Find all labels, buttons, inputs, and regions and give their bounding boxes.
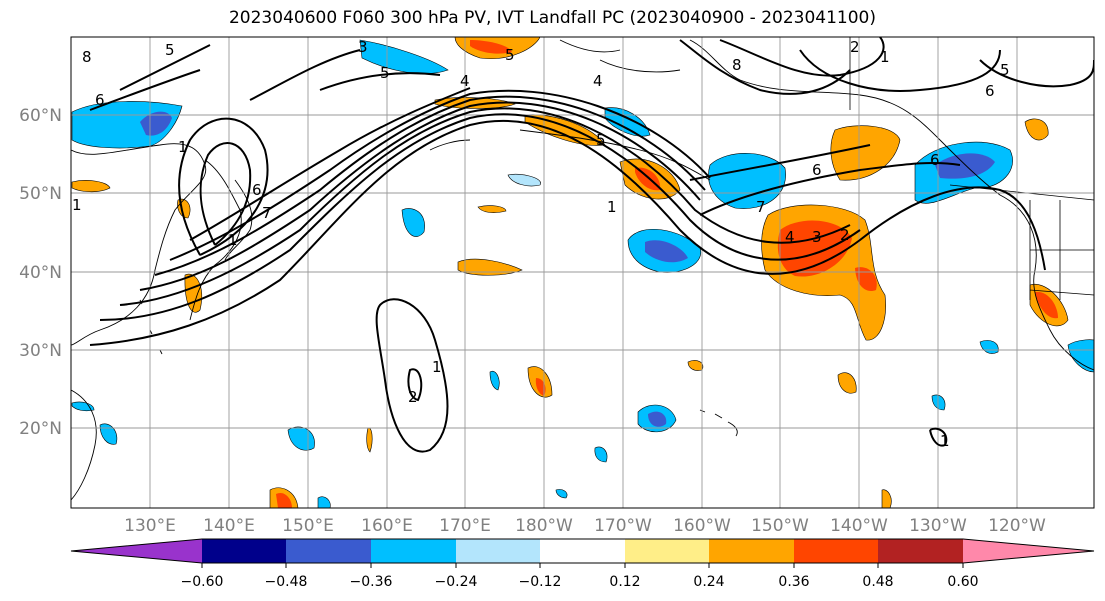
colorbar-segment bbox=[878, 539, 963, 563]
longitude-labels: 130°E 140°E 150°E 160°E 170°E 180°W 170°… bbox=[124, 516, 1046, 536]
contour-label: 8 bbox=[82, 48, 92, 66]
longitude-label: 120°W bbox=[988, 516, 1046, 536]
contour-label: 3 bbox=[358, 38, 368, 56]
contour-label: 6 bbox=[930, 151, 940, 169]
colorbar-tick-label: −0.24 bbox=[435, 574, 478, 590]
colorbar-segment bbox=[371, 539, 456, 563]
latitude-label: 30°N bbox=[19, 341, 62, 361]
contour-label: 5 bbox=[165, 41, 175, 59]
contour-label: 3 bbox=[812, 228, 822, 246]
gridlines bbox=[71, 37, 1094, 508]
contour-label: 5 bbox=[380, 64, 390, 82]
colorbar-segment bbox=[286, 539, 371, 563]
contour-label: 6 bbox=[95, 91, 105, 109]
colorbar-extend-high bbox=[963, 539, 1094, 563]
longitude-label: 160°E bbox=[361, 516, 413, 536]
colorbar-tick-label: 0.12 bbox=[609, 574, 640, 590]
contour-label: 1 bbox=[880, 48, 890, 66]
colorbar-segment bbox=[540, 539, 625, 563]
colorbar-tick-label: 0.48 bbox=[862, 574, 893, 590]
latitude-label: 50°N bbox=[19, 184, 62, 204]
contour-label: 5 bbox=[505, 46, 515, 64]
contour-label: 4 bbox=[593, 72, 603, 90]
contour-label: 6 bbox=[252, 181, 262, 199]
latitude-labels: 60°N 50°N 40°N 30°N 20°N bbox=[19, 106, 62, 439]
contour-label: 6 bbox=[985, 82, 995, 100]
colorbar-segment bbox=[625, 539, 709, 563]
contour-label: 1 bbox=[178, 138, 188, 156]
coastlines bbox=[71, 39, 1094, 501]
colorbar-tick-label: −0.60 bbox=[181, 574, 224, 590]
longitude-label: 130°E bbox=[124, 516, 176, 536]
colorbar-tick-label: 0.24 bbox=[693, 574, 724, 590]
contour-label: 1 bbox=[72, 196, 82, 214]
contour-labels: 8 5 3 5 4 6 1 5 7 6 1 1 4 5 1 6 7 8 2 1 … bbox=[72, 38, 1010, 450]
longitude-label: 130°W bbox=[909, 516, 967, 536]
longitude-label: 140°W bbox=[830, 516, 888, 536]
longitude-label: 170°W bbox=[594, 516, 652, 536]
contour-label: 6 bbox=[812, 161, 822, 179]
contour-label: 1 bbox=[228, 231, 238, 249]
colorbar-segments bbox=[70, 538, 1095, 564]
ivt-contours bbox=[89, 37, 1094, 453]
contour-label: 7 bbox=[262, 204, 272, 222]
contour-label: 5 bbox=[1000, 61, 1010, 79]
figure-title: 2023040600 F060 300 hPa PV, IVT Landfall… bbox=[228, 8, 876, 28]
latitude-label: 40°N bbox=[19, 263, 62, 283]
contour-label: 4 bbox=[785, 228, 795, 246]
colorbar-tick-label: 0.60 bbox=[947, 574, 978, 590]
contour-label: 1 bbox=[432, 358, 442, 376]
contour-label: 1 bbox=[607, 198, 617, 216]
colorbar-tick-label: −0.36 bbox=[350, 574, 393, 590]
contour-label: 7 bbox=[756, 198, 766, 216]
colorbar: −0.60 −0.48 −0.36 −0.24 −0.12 0.12 0.24 … bbox=[70, 538, 1095, 590]
longitude-label: 150°W bbox=[751, 516, 809, 536]
colorbar-extend-low bbox=[71, 539, 202, 563]
contour-label: 2 bbox=[408, 388, 418, 406]
latitude-label: 60°N bbox=[19, 106, 62, 126]
shading-layer bbox=[71, 37, 1094, 508]
colorbar-segment bbox=[709, 539, 794, 563]
colorbar-ticks bbox=[201, 563, 964, 568]
longitude-label: 170°E bbox=[439, 516, 491, 536]
contour-label: 5 bbox=[596, 131, 606, 149]
longitude-label: 160°W bbox=[673, 516, 731, 536]
longitude-label: 150°E bbox=[282, 516, 334, 536]
colorbar-tick-label: −0.48 bbox=[265, 574, 308, 590]
latitude-label: 20°N bbox=[19, 419, 62, 439]
map-frame bbox=[70, 36, 1095, 509]
colorbar-segment bbox=[202, 539, 286, 563]
map-plot-area: 8 5 3 5 4 6 1 5 7 6 1 1 4 5 1 6 7 8 2 1 … bbox=[71, 37, 1094, 508]
contour-label: 2 bbox=[850, 38, 860, 56]
colorbar-segment bbox=[794, 539, 878, 563]
contour-label: 2 bbox=[840, 226, 850, 244]
contour-label: 8 bbox=[732, 56, 742, 74]
contour-label: 1 bbox=[940, 432, 950, 450]
longitude-label: 140°E bbox=[203, 516, 255, 536]
colorbar-tick-label: 0.36 bbox=[778, 574, 809, 590]
colorbar-segment bbox=[456, 539, 540, 563]
colorbar-tick-label: −0.12 bbox=[519, 574, 562, 590]
longitude-label: 180°W bbox=[515, 516, 573, 536]
contour-label: 4 bbox=[460, 72, 470, 90]
